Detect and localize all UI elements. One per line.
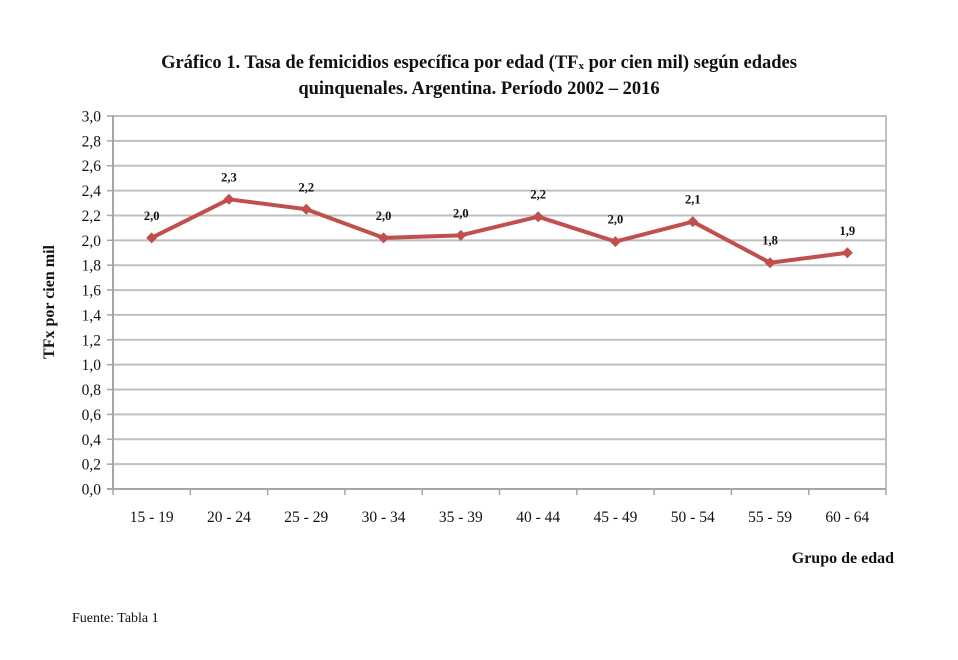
y-tick-label: 0,8 [82,382,102,399]
y-axis-ticks: 0,0 0,2 0,4 0,6 0,8 1,0 1,2 1,4 1,6 1,8 2,0 2,2 2,4 2… [82,109,113,499]
data-label: 2,0 [608,213,624,227]
chart-title-line-2: quinquenales. Argentina. Período 2002 – … [298,79,660,99]
y-tick-label: 3,0 [82,109,102,126]
data-point-marker [146,232,158,244]
y-tick-label: 1,6 [82,283,102,300]
data-label: 1,9 [840,224,856,238]
x-tick-label: 25 - 29 [284,509,328,526]
x-axis-label: Grupo de edad [792,550,894,567]
y-tick-label: 0,4 [82,432,102,449]
x-tick-label: 20 - 24 [207,509,251,526]
data-label: 1,8 [762,234,778,248]
data-label: 2,0 [144,209,160,223]
y-tick-label: 0,2 [82,457,101,474]
x-tick-label: 40 - 44 [516,509,560,526]
x-tick-label: 45 - 49 [593,509,637,526]
data-label: 2,2 [298,180,314,194]
y-tick-label: 2,4 [82,183,102,200]
x-tick-label: 15 - 19 [130,509,174,526]
x-tick-label: 60 - 64 [825,509,869,526]
source-note: Fuente: Tabla 1 [72,611,159,626]
data-label: 2,0 [376,209,392,223]
data-point-marker [841,247,853,259]
data-point-marker [378,232,390,244]
data-point-marker [455,229,467,241]
data-point-marker [764,257,776,269]
series-line [146,193,853,269]
y-axis-label: TFx por cien mil [41,244,58,358]
chart-title: Gráfico 1. Tasa de femicidios específica… [0,52,958,101]
y-tick-label: 2,2 [82,208,101,225]
axes [107,115,886,490]
y-tick-label: 1,8 [82,258,102,275]
gridlines [113,115,887,489]
x-tick-label: 50 - 54 [671,509,715,526]
y-tick-label: 2,6 [82,158,102,175]
y-tick-label: 2,8 [82,133,102,150]
x-tick-label: 35 - 39 [439,509,483,526]
data-label: 2,3 [221,170,237,184]
y-tick-label: 0,6 [82,407,102,424]
data-label: 2,2 [530,188,546,202]
y-tick-label: 1,4 [82,307,102,324]
data-point-marker [609,236,621,248]
x-tick-label: 55 - 59 [748,509,792,526]
data-point-marker [223,193,235,205]
series-line-path [150,197,848,265]
data-point-marker [687,216,699,228]
y-tick-label: 1,0 [82,357,102,374]
data-point-marker [300,203,312,215]
data-label: 2,0 [453,206,469,220]
chart-title-line-1: Gráfico 1. Tasa de femicidios específica… [161,53,797,73]
data-label: 2,1 [685,193,701,207]
y-tick-label: 1,2 [82,332,101,349]
data-labels: 2,0 2,3 2,2 2,0 2,0 2,2 2,0 2,1 1,8 1,9 [144,170,855,247]
y-tick-label: 2,0 [82,233,102,250]
y-tick-label: 0,0 [82,482,102,499]
x-axis-ticks: 15 - 19 20 - 24 25 - 29 30 - 34 35 - 39 40 - … [112,489,887,526]
x-tick-label: 30 - 34 [362,509,406,526]
data-point-marker [532,211,544,223]
